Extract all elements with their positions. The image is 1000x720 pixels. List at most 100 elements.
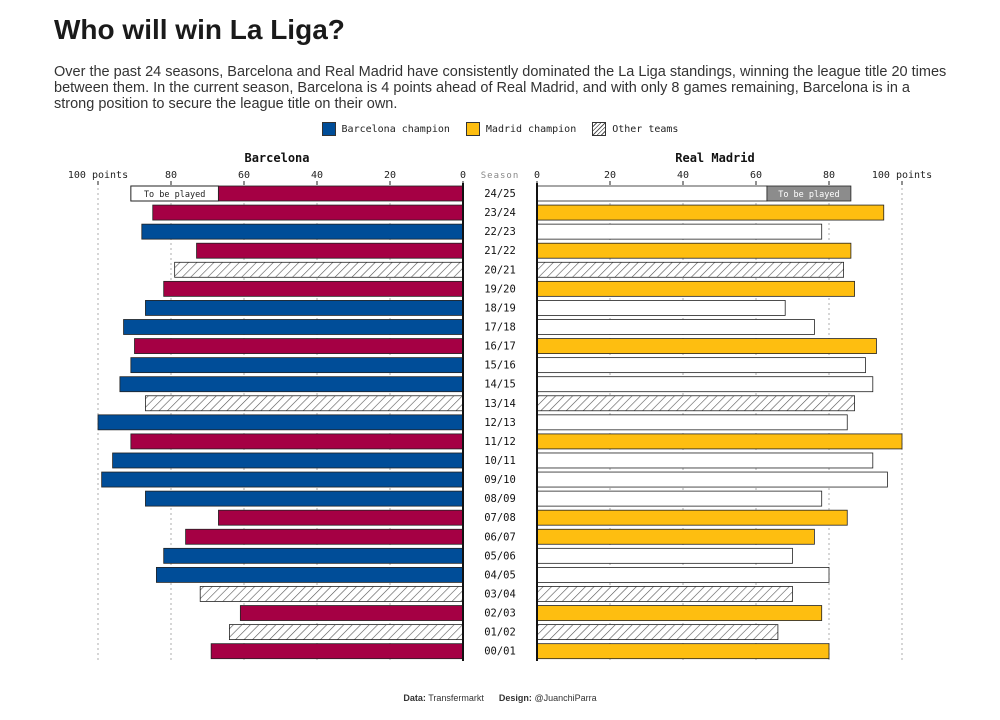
legend-label-other: Other teams — [612, 123, 679, 135]
barcelona-bar — [174, 261, 464, 278]
axis-ticks: 100 points 100 points 80 80 60 60 40 40 20 20 0 0 — [68, 170, 932, 185]
season-label: 15/16 — [484, 360, 516, 372]
season-label: 05/06 — [484, 550, 516, 562]
madrid-bar — [536, 547, 793, 564]
barcelona-bar — [145, 300, 464, 316]
legend-swatch-barcelona — [321, 122, 336, 136]
barcelona-bar — [130, 357, 464, 374]
barcelona-bar — [134, 338, 464, 354]
season-label: 00/01 — [484, 646, 516, 658]
right-tick-label: 60 — [750, 170, 762, 181]
season-label: 13/14 — [484, 398, 516, 410]
madrid-bar — [536, 319, 815, 335]
barcelona-bar — [145, 490, 464, 507]
page-subtitle: Over the past 24 seasons, Barcelona and … — [54, 64, 947, 112]
season-label: 22/23 — [484, 226, 516, 238]
left-tick-label: 40 — [311, 170, 323, 181]
season-label: 10/11 — [484, 455, 516, 467]
season-label: 09/10 — [484, 474, 516, 486]
barcelona-bar — [199, 586, 464, 602]
barcelona-bar — [163, 547, 464, 564]
madrid-bar — [536, 605, 823, 621]
barcelona-bar — [155, 566, 464, 583]
madrid-bar — [536, 261, 845, 278]
madrid-bar — [536, 433, 903, 450]
madrid-bar — [536, 643, 830, 660]
season-label: 02/03 — [484, 608, 516, 620]
season-label: 16/17 — [484, 341, 516, 353]
madrid-bar — [536, 528, 815, 545]
season-label: 21/22 — [484, 245, 516, 257]
season-label: 11/12 — [484, 436, 516, 448]
legend-item-madrid-champion: Madrid champion — [465, 122, 577, 136]
legend-label-barcelona: Barcelona champion — [341, 123, 450, 135]
right-tick-label: 40 — [677, 170, 689, 181]
madrid-bar — [536, 185, 768, 202]
season-label: 01/02 — [484, 627, 516, 639]
legend-item-other-teams: Other teams — [592, 122, 678, 136]
madrid-pending-bar — [766, 185, 852, 202]
season-label: 06/07 — [484, 531, 516, 543]
barcelona-bar — [210, 643, 464, 660]
legend: Barcelona champion Madrid champion Other… — [0, 122, 1000, 136]
right-tick-label: 100 points — [872, 170, 932, 181]
page-title: Who will win La Liga? — [54, 14, 345, 45]
madrid-bar — [536, 338, 877, 354]
legend-item-barcelona-champion: Barcelona champion — [321, 122, 450, 136]
barcelona-bar — [196, 242, 464, 259]
madrid-bar — [536, 586, 793, 602]
barcelona-bar — [97, 414, 464, 431]
left-tick-label: 100 points — [68, 170, 128, 181]
barcelona-bar — [119, 376, 464, 393]
madrid-bar — [536, 452, 874, 469]
madrid-bar — [536, 204, 885, 221]
season-label: 07/08 — [484, 512, 516, 524]
madrid-bar — [536, 357, 866, 374]
season-label: 19/20 — [484, 283, 516, 295]
barcelona-pending-label: To be played — [144, 190, 205, 200]
season-label: 04/05 — [484, 569, 516, 581]
season-label: 08/09 — [484, 493, 516, 505]
season-labels: 24/25 23/24 22/23 21/22 20/21 19/20 18/19 17/18… — [484, 188, 516, 658]
season-label: 12/13 — [484, 417, 516, 429]
barcelona-bar — [228, 624, 464, 641]
madrid-bar — [536, 490, 823, 507]
madrid-bar — [536, 376, 874, 393]
barcelona-bar — [145, 395, 464, 412]
madrid-bar — [536, 280, 855, 297]
season-label: 24/25 — [484, 188, 516, 200]
right-tick-label: 20 — [604, 170, 616, 181]
season-label: 23/24 — [484, 207, 516, 219]
madrid-bar — [536, 471, 888, 488]
madrid-bar — [536, 242, 852, 259]
right-tick-label: 0 — [534, 170, 540, 181]
footer-data-source: Transfermarkt — [428, 693, 484, 703]
season-axis-label: Season — [481, 171, 520, 181]
season-label: 20/21 — [484, 264, 516, 276]
left-panel-title: Barcelona — [244, 151, 309, 165]
barcelona-bar — [218, 509, 464, 526]
barcelona-bar — [185, 528, 464, 545]
madrid-bar — [536, 414, 848, 431]
right-panel-title: Real Madrid — [675, 151, 754, 165]
madrid-bar — [536, 566, 830, 583]
footer-credits: Data: Transfermarkt Design: @JuanchiParr… — [0, 693, 1000, 703]
barcelona-bar — [141, 223, 464, 240]
legend-label-madrid: Madrid champion — [485, 123, 577, 135]
legend-swatch-madrid — [465, 122, 480, 136]
season-label: 03/04 — [484, 588, 516, 600]
barcelona-bar — [163, 280, 464, 297]
barcelona-bar — [101, 471, 464, 488]
footer-design-label: Design: — [498, 693, 532, 703]
madrid-bar — [536, 300, 786, 316]
right-tick-label: 80 — [823, 170, 835, 181]
madrid-bar — [536, 509, 848, 526]
barcelona-bar — [123, 319, 464, 335]
barcelona-bar — [152, 204, 464, 221]
left-tick-label: 20 — [384, 170, 396, 181]
left-tick-label: 0 — [460, 170, 466, 181]
barcelona-bar — [239, 605, 464, 621]
footer-data-label: Data: — [403, 693, 426, 703]
barcelona-bar — [130, 433, 464, 450]
season-label: 17/18 — [484, 321, 516, 333]
